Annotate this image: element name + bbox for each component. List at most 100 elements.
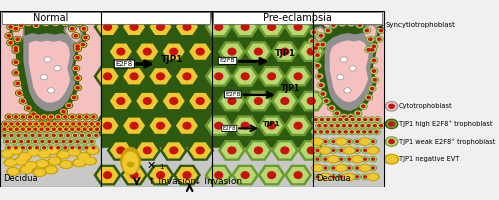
Polygon shape (173, 66, 201, 87)
Ellipse shape (6, 168, 20, 175)
Polygon shape (248, 93, 269, 109)
Ellipse shape (317, 33, 325, 39)
Ellipse shape (355, 175, 360, 179)
Ellipse shape (314, 157, 321, 162)
Ellipse shape (316, 74, 322, 78)
Ellipse shape (356, 141, 358, 143)
Ellipse shape (13, 27, 18, 31)
Ellipse shape (385, 119, 398, 129)
Ellipse shape (11, 140, 16, 143)
Ellipse shape (337, 139, 346, 144)
Ellipse shape (7, 40, 14, 46)
Ellipse shape (70, 95, 78, 100)
Polygon shape (231, 165, 259, 185)
Ellipse shape (338, 148, 345, 153)
Ellipse shape (332, 167, 335, 169)
Ellipse shape (88, 121, 95, 127)
Ellipse shape (355, 130, 361, 134)
Ellipse shape (9, 147, 22, 154)
Ellipse shape (68, 26, 76, 31)
Polygon shape (9, 20, 26, 48)
Ellipse shape (3, 128, 6, 130)
Ellipse shape (343, 117, 350, 122)
Polygon shape (208, 19, 230, 35)
Ellipse shape (370, 44, 378, 49)
Ellipse shape (341, 22, 344, 25)
Ellipse shape (71, 147, 74, 149)
Ellipse shape (364, 176, 366, 178)
Ellipse shape (8, 127, 13, 131)
Ellipse shape (72, 123, 75, 125)
Ellipse shape (339, 149, 344, 152)
Ellipse shape (355, 111, 361, 115)
Ellipse shape (316, 176, 319, 178)
Ellipse shape (294, 73, 302, 80)
Bar (313, 11, 384, 130)
Ellipse shape (12, 45, 19, 51)
Ellipse shape (62, 115, 68, 119)
Ellipse shape (7, 24, 14, 30)
Ellipse shape (10, 134, 13, 136)
Text: Normal: Normal (32, 13, 68, 23)
Ellipse shape (371, 44, 377, 48)
Ellipse shape (70, 127, 75, 131)
Ellipse shape (4, 140, 9, 143)
Polygon shape (160, 91, 188, 111)
Ellipse shape (339, 175, 344, 179)
Ellipse shape (326, 131, 329, 133)
Polygon shape (150, 68, 172, 84)
Ellipse shape (37, 161, 47, 166)
Ellipse shape (76, 21, 83, 26)
Ellipse shape (384, 154, 399, 164)
Ellipse shape (268, 172, 275, 178)
Polygon shape (160, 41, 188, 62)
Polygon shape (234, 19, 256, 35)
Ellipse shape (353, 123, 360, 128)
Ellipse shape (43, 21, 49, 26)
Ellipse shape (9, 128, 12, 130)
Ellipse shape (330, 174, 337, 179)
Ellipse shape (54, 115, 60, 119)
Ellipse shape (315, 64, 320, 68)
Ellipse shape (12, 59, 19, 65)
Ellipse shape (316, 123, 323, 128)
Ellipse shape (24, 105, 32, 111)
Ellipse shape (338, 131, 341, 133)
Polygon shape (287, 118, 309, 134)
Ellipse shape (50, 133, 57, 138)
Ellipse shape (51, 127, 56, 131)
Ellipse shape (363, 157, 368, 161)
Ellipse shape (356, 149, 358, 151)
Ellipse shape (78, 116, 81, 118)
Ellipse shape (318, 83, 324, 87)
Ellipse shape (364, 118, 366, 121)
Bar (101, 11, 212, 187)
Ellipse shape (14, 147, 17, 149)
Ellipse shape (332, 118, 337, 122)
Ellipse shape (42, 21, 49, 26)
Ellipse shape (311, 30, 317, 34)
Ellipse shape (314, 148, 321, 153)
Ellipse shape (20, 99, 26, 103)
Ellipse shape (366, 95, 371, 100)
Ellipse shape (375, 21, 380, 26)
Ellipse shape (316, 65, 319, 67)
Ellipse shape (81, 27, 87, 31)
Ellipse shape (183, 24, 191, 30)
Polygon shape (60, 20, 86, 50)
Ellipse shape (2, 121, 9, 127)
Ellipse shape (170, 98, 178, 104)
Ellipse shape (19, 114, 26, 120)
Ellipse shape (93, 127, 100, 132)
Ellipse shape (52, 21, 59, 26)
Ellipse shape (65, 123, 68, 125)
Ellipse shape (343, 130, 348, 134)
Ellipse shape (44, 166, 58, 174)
Polygon shape (107, 140, 135, 161)
Ellipse shape (13, 71, 18, 75)
Ellipse shape (67, 148, 81, 156)
Ellipse shape (348, 158, 351, 160)
Ellipse shape (324, 158, 327, 160)
Polygon shape (110, 142, 132, 158)
Ellipse shape (41, 141, 43, 143)
